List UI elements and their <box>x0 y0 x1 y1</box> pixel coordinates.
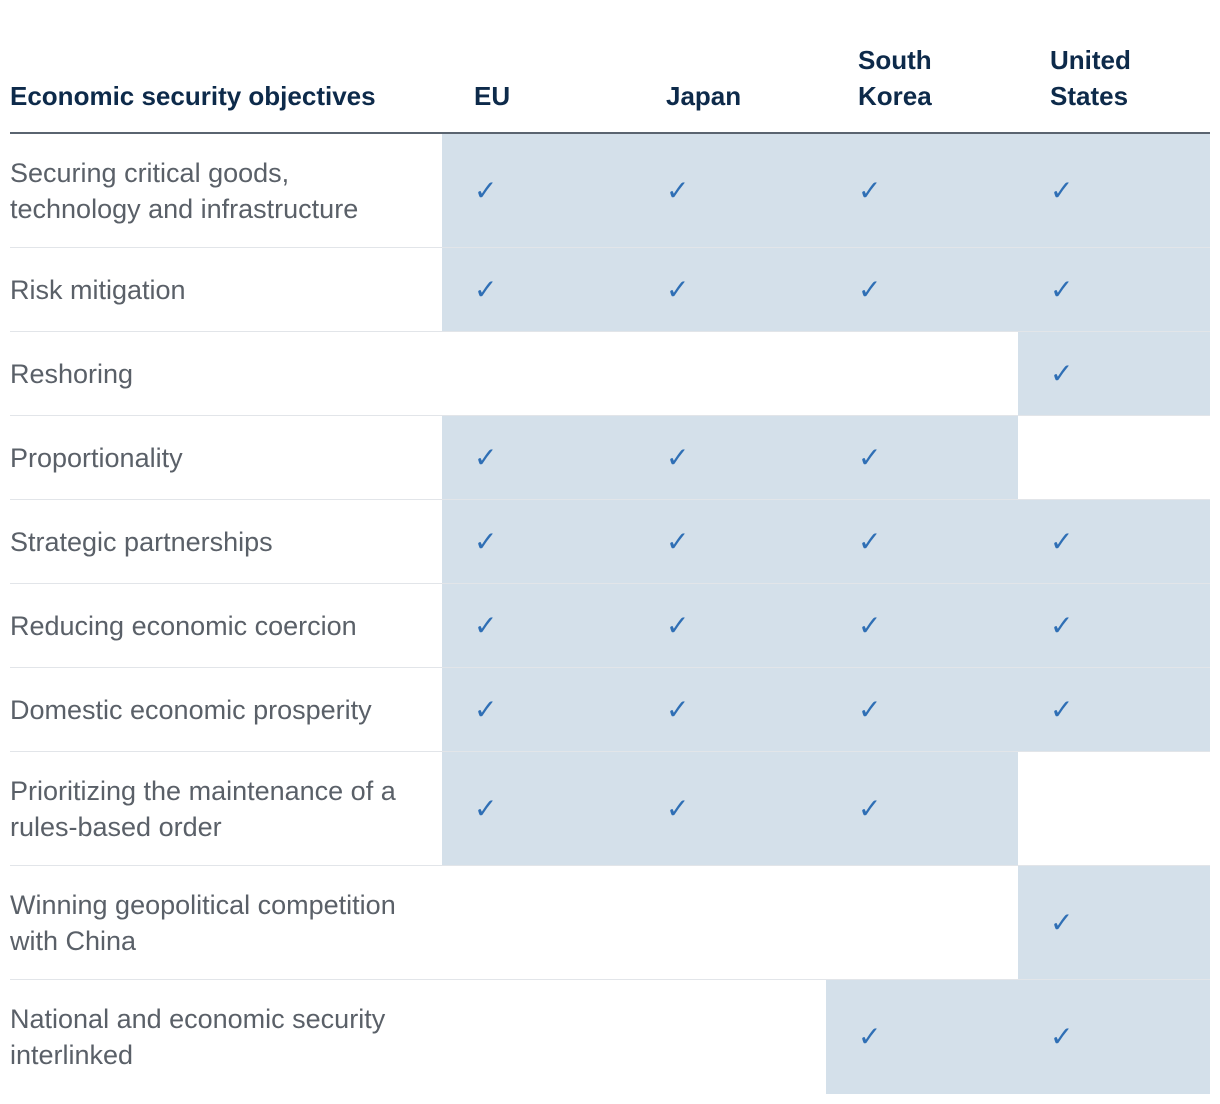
cell-japan <box>634 866 826 979</box>
table-row: Strategic partnerships ✓ ✓ ✓ ✓ <box>10 500 1210 584</box>
check-icon: ✓ <box>474 524 498 558</box>
table-row: Proportionality ✓ ✓ ✓ <box>10 416 1210 500</box>
table-row: Reducing economic coercion ✓ ✓ ✓ ✓ <box>10 584 1210 668</box>
check-icon: ✓ <box>666 524 690 558</box>
row-label: Proportionality <box>10 442 183 473</box>
cell-south-korea <box>826 332 1018 415</box>
row-label: Winning geopolitical competition with Ch… <box>10 889 396 956</box>
row-label: Prioritizing the maintenance of a rules-… <box>10 775 396 842</box>
check-icon: ✓ <box>666 440 690 474</box>
cell-south-korea: ✓ <box>826 134 1018 247</box>
cell-south-korea <box>826 866 1018 979</box>
check-icon: ✓ <box>858 692 882 726</box>
check-icon: ✓ <box>666 692 690 726</box>
cell-japan: ✓ <box>634 584 826 667</box>
cell-eu <box>442 980 634 1094</box>
cell-eu: ✓ <box>442 668 634 751</box>
check-icon: ✓ <box>1050 905 1074 939</box>
check-icon: ✓ <box>1050 524 1074 558</box>
check-icon: ✓ <box>474 692 498 726</box>
cell-japan <box>634 332 826 415</box>
header-united-states: United States <box>1050 45 1131 111</box>
check-icon: ✓ <box>474 608 498 642</box>
check-icon: ✓ <box>666 608 690 642</box>
table-row: Risk mitigation ✓ ✓ ✓ ✓ <box>10 248 1210 332</box>
check-icon: ✓ <box>858 440 882 474</box>
table-row: Securing critical goods, technology and … <box>10 134 1210 248</box>
cell-eu: ✓ <box>442 752 634 865</box>
cell-eu <box>442 332 634 415</box>
cell-united-states <box>1018 416 1210 499</box>
check-icon: ✓ <box>666 791 690 825</box>
cell-south-korea: ✓ <box>826 584 1018 667</box>
check-icon: ✓ <box>858 791 882 825</box>
cell-eu: ✓ <box>442 416 634 499</box>
row-label: Securing critical goods, technology and … <box>10 157 359 224</box>
row-label: Reducing economic coercion <box>10 610 357 641</box>
header-japan: Japan <box>666 81 742 111</box>
row-label: Risk mitigation <box>10 274 186 305</box>
row-label: Domestic economic prosperity <box>10 694 372 725</box>
check-icon: ✓ <box>1050 1020 1074 1053</box>
cell-japan <box>634 980 826 1094</box>
check-icon: ✓ <box>474 272 498 306</box>
check-icon: ✓ <box>474 440 498 474</box>
cell-south-korea: ✓ <box>826 500 1018 583</box>
check-icon: ✓ <box>1050 272 1074 306</box>
check-icon: ✓ <box>474 791 498 825</box>
check-icon: ✓ <box>666 173 690 207</box>
cell-united-states: ✓ <box>1018 668 1210 751</box>
check-icon: ✓ <box>858 173 882 207</box>
cell-united-states: ✓ <box>1018 248 1210 331</box>
table-row: Prioritizing the maintenance of a rules-… <box>10 752 1210 866</box>
cell-united-states: ✓ <box>1018 866 1210 979</box>
check-icon: ✓ <box>666 272 690 306</box>
cell-japan: ✓ <box>634 668 826 751</box>
cell-eu: ✓ <box>442 248 634 331</box>
row-label: Strategic partnerships <box>10 526 273 557</box>
cell-south-korea: ✓ <box>826 248 1018 331</box>
table-row: Reshoring ✓ <box>10 332 1210 416</box>
table-row: Domestic economic prosperity ✓ ✓ ✓ ✓ <box>10 668 1210 752</box>
header-south-korea: South Korea <box>858 45 932 111</box>
check-icon: ✓ <box>1050 608 1074 642</box>
row-label: Reshoring <box>10 358 134 389</box>
cell-eu <box>442 866 634 979</box>
cell-japan: ✓ <box>634 248 826 331</box>
header-eu: EU <box>474 81 511 111</box>
table-row: Winning geopolitical competition with Ch… <box>10 866 1210 980</box>
cell-eu: ✓ <box>442 584 634 667</box>
check-icon: ✓ <box>1050 692 1074 726</box>
cell-japan: ✓ <box>634 752 826 865</box>
cell-south-korea: ✓ <box>826 980 1018 1094</box>
cell-japan: ✓ <box>634 416 826 499</box>
cell-south-korea: ✓ <box>826 668 1018 751</box>
cell-japan: ✓ <box>634 134 826 247</box>
cell-south-korea: ✓ <box>826 752 1018 865</box>
table-body: Securing critical goods, technology and … <box>10 134 1210 1094</box>
check-icon: ✓ <box>474 173 498 207</box>
header-objectives: Economic security objectives <box>10 81 376 111</box>
cell-japan: ✓ <box>634 500 826 583</box>
check-icon: ✓ <box>858 524 882 558</box>
check-icon: ✓ <box>858 608 882 642</box>
cell-united-states: ✓ <box>1018 134 1210 247</box>
check-icon: ✓ <box>1050 356 1074 390</box>
objectives-table: Economic security objectives EU Japan So… <box>10 0 1210 1094</box>
cell-united-states: ✓ <box>1018 584 1210 667</box>
cell-eu: ✓ <box>442 500 634 583</box>
cell-united-states: ✓ <box>1018 332 1210 415</box>
cell-united-states: ✓ <box>1018 500 1210 583</box>
table-row: National and economic security interlink… <box>10 980 1210 1094</box>
row-label: National and economic security interlink… <box>10 1004 386 1070</box>
cell-united-states <box>1018 752 1210 865</box>
cell-south-korea: ✓ <box>826 416 1018 499</box>
table-header: Economic security objectives EU Japan So… <box>10 0 1210 134</box>
cell-eu: ✓ <box>442 134 634 247</box>
check-icon: ✓ <box>858 1020 882 1053</box>
check-icon: ✓ <box>1050 173 1074 207</box>
cell-united-states: ✓ <box>1018 980 1210 1094</box>
check-icon: ✓ <box>858 272 882 306</box>
